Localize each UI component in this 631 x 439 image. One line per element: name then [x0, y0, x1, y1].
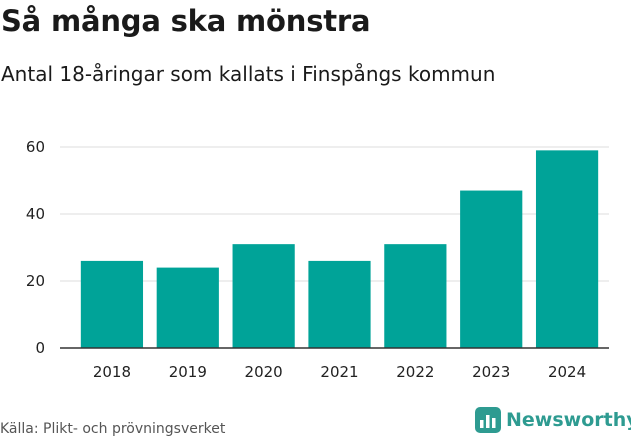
- x-tick-label-2023: 2023: [472, 363, 510, 381]
- chart-subtitle: Antal 18-åringar som kallats i Finspångs…: [1, 62, 496, 86]
- bar-2021: [308, 260, 371, 348]
- chart-title: Så många ska mönstra: [1, 4, 371, 38]
- bar-2024: [535, 150, 599, 348]
- y-axis-labels: 0 20 40 60: [26, 138, 45, 357]
- x-tick-label-2020: 2020: [245, 363, 283, 381]
- y-tick-label-0: 0: [35, 339, 45, 357]
- brand-logo: Newsworthy: [475, 407, 631, 433]
- source-note: Källa: Plikt- och prövningsverket: [0, 421, 226, 437]
- bar-2023: [460, 190, 523, 348]
- y-tick-label-20: 20: [26, 272, 45, 290]
- x-axis-labels: 2018 2019 2020 2021 2022 2023 2024: [93, 363, 586, 381]
- bar-2018: [80, 260, 144, 348]
- x-tick-label-2019: 2019: [169, 363, 207, 381]
- bars: [80, 150, 599, 348]
- x-tick-label-2018: 2018: [93, 363, 131, 381]
- x-tick-label-2022: 2022: [396, 363, 434, 381]
- bar-2019: [156, 267, 219, 348]
- bar-2022: [384, 244, 447, 348]
- bar-2020: [232, 244, 295, 348]
- y-tick-label-60: 60: [26, 138, 45, 156]
- bar-chart: 0 20 40 60 2018 2019 2020 2021 2022 2023 2024: [26, 138, 609, 381]
- x-tick-label-2024: 2024: [548, 363, 586, 381]
- x-tick-label-2021: 2021: [320, 363, 358, 381]
- y-tick-label-40: 40: [26, 205, 45, 223]
- brand-name: Newsworthy: [506, 409, 631, 431]
- bar-chart-icon: [475, 407, 501, 433]
